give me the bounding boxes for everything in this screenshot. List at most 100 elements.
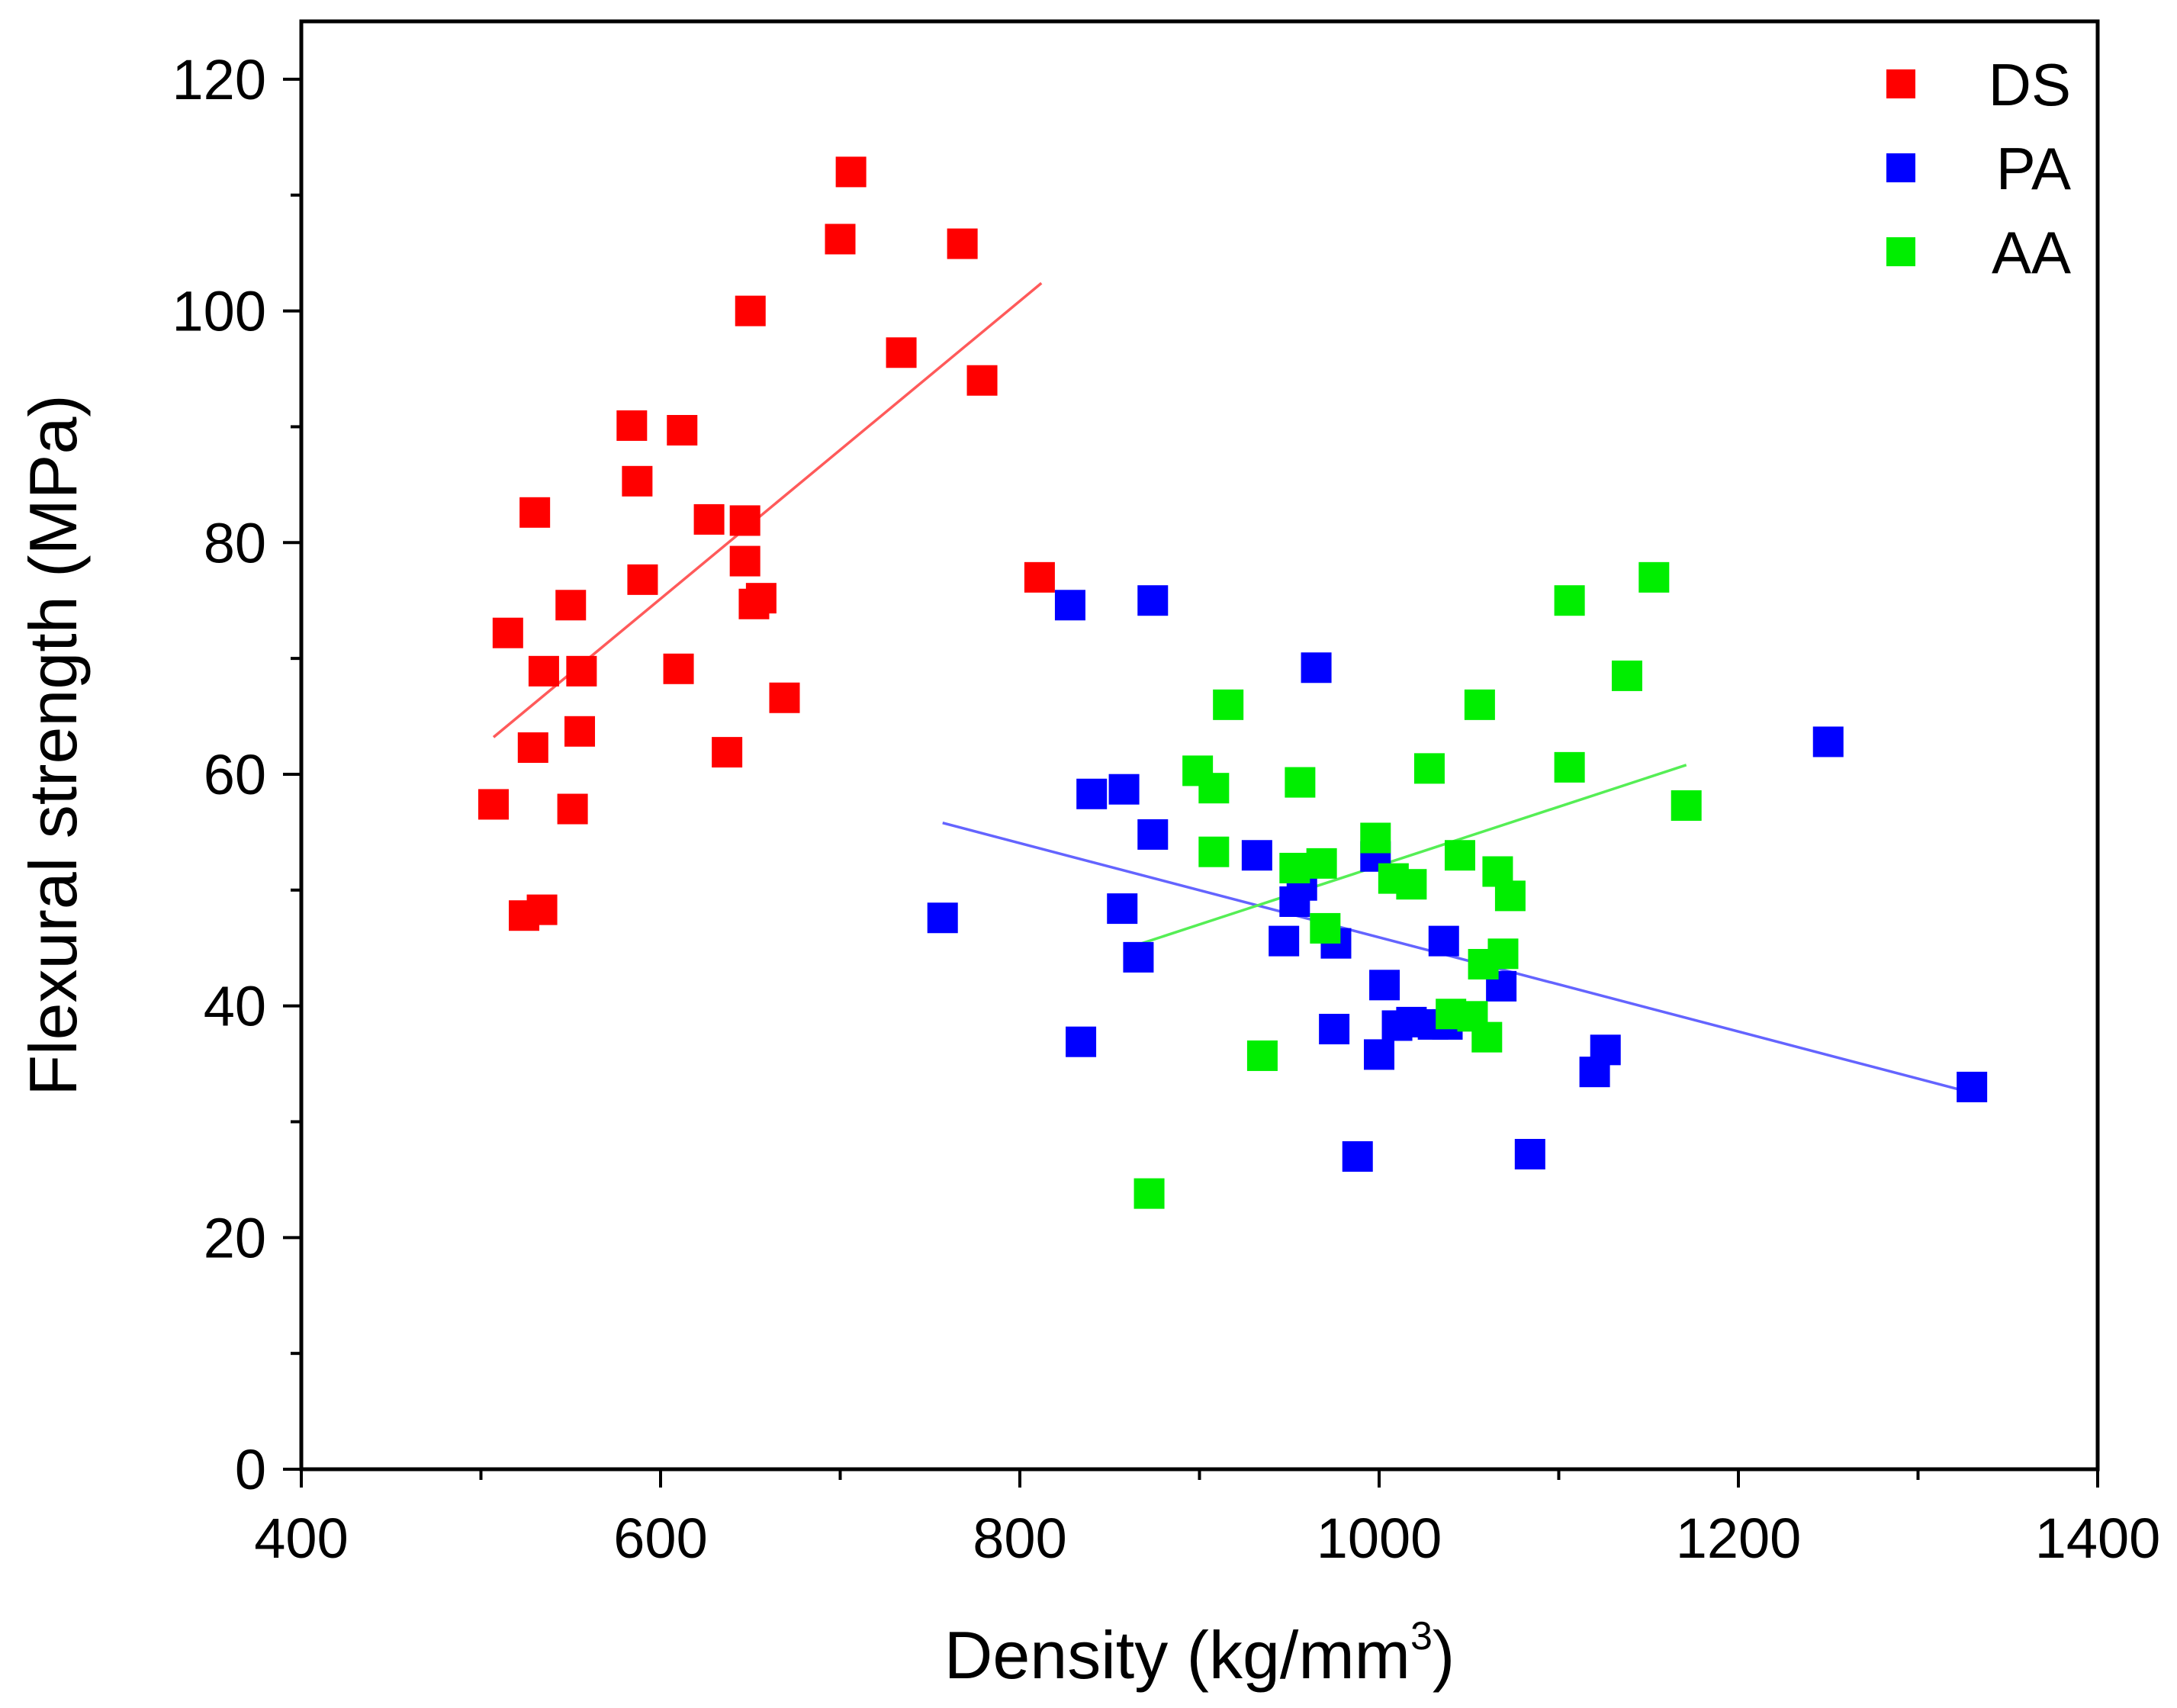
data-point-pa <box>1108 774 1140 805</box>
data-point-aa <box>1213 689 1244 720</box>
data-point-ds <box>947 228 978 259</box>
fit-line-aa <box>1127 764 1687 950</box>
data-point-ds <box>729 545 761 577</box>
plot-frame <box>299 19 2100 1472</box>
legend-label-pa: PA <box>1996 135 2071 202</box>
data-point-ds <box>886 337 917 368</box>
data-point-pa <box>1137 585 1169 616</box>
data-point-ds <box>557 793 588 825</box>
data-point-ds <box>616 410 648 441</box>
data-point-ds <box>492 617 523 648</box>
data-point-ds <box>478 789 509 820</box>
y-tick-label: 100 <box>172 280 266 343</box>
tick-labels: 400 600 800 1000 1200 1400 0 20 40 60 80 100 120 <box>172 48 2161 1570</box>
data-point-pa <box>1054 590 1085 621</box>
y-tick-label: 20 <box>204 1206 266 1269</box>
data-point-aa <box>1279 852 1310 883</box>
data-point-pa <box>1123 941 1154 973</box>
data-point-aa <box>1494 880 1526 912</box>
data-point-pa <box>1241 840 1272 871</box>
data-point-pa <box>1428 925 1459 957</box>
data-point-pa <box>1590 1034 1621 1066</box>
y-tick-label: 0 <box>235 1438 266 1501</box>
data-point-ds <box>528 655 559 687</box>
data-point-ds <box>667 414 698 445</box>
data-point-aa <box>1246 1040 1278 1071</box>
data-point-ds <box>526 894 558 925</box>
data-point-aa <box>1198 836 1230 867</box>
data-point-ds <box>735 295 766 326</box>
x-tick-label: 400 <box>254 1507 348 1570</box>
x-tick-label: 1200 <box>1676 1507 1802 1570</box>
data-point-pa <box>1364 1039 1394 1070</box>
data-point-aa <box>1554 751 1585 783</box>
data-point-aa <box>1671 790 1702 821</box>
data-point-pa <box>1369 970 1400 1001</box>
data-point-aa <box>1396 869 1427 900</box>
x-tick-label: 1400 <box>2035 1507 2161 1570</box>
x-axis-label-end: ) <box>1433 1617 1455 1693</box>
data-point-ds <box>1024 561 1055 593</box>
legend-label-ds: DS <box>1989 51 2071 118</box>
data-point-ds <box>966 365 998 396</box>
data-point-pa <box>1342 1141 1373 1172</box>
data-point-pa <box>1812 726 1844 758</box>
legend-label-aa: AA <box>1992 219 2071 286</box>
y-tick-label: 80 <box>204 511 266 574</box>
data-point-ds <box>693 503 725 535</box>
data-point-aa <box>1360 822 1391 854</box>
data-point-aa <box>1611 660 1642 691</box>
data-point-aa <box>1198 773 1230 804</box>
data-point-ds <box>825 224 856 255</box>
data-point-ds <box>729 505 761 536</box>
data-point-aa <box>1444 840 1475 871</box>
legend: DS PA AA <box>1886 51 2071 286</box>
legend-marker-ds <box>1886 69 1915 98</box>
regression-lines <box>492 281 1973 1095</box>
x-axis-label: Density (kg/mm3) <box>944 1614 1455 1693</box>
data-point-aa <box>1554 585 1585 616</box>
data-point-pa <box>1514 1138 1545 1169</box>
data-point-aa <box>1464 689 1495 720</box>
y-axis-label: Flexural strength (MPa) <box>15 394 91 1095</box>
data-point-pa <box>1076 778 1108 809</box>
data-point-pa <box>1957 1071 1988 1102</box>
data-point-aa <box>1638 561 1670 593</box>
data-point-ds <box>519 497 551 528</box>
legend-marker-aa <box>1886 237 1915 266</box>
y-tick-label: 60 <box>204 743 266 806</box>
data-point-pa <box>1301 652 1332 684</box>
data-point-pa <box>1066 1026 1097 1057</box>
data-point-aa <box>1306 848 1337 879</box>
data-point-pa <box>927 902 958 934</box>
legend-marker-pa <box>1886 153 1915 182</box>
x-axis-label-text: Density (kg/mm <box>944 1617 1410 1693</box>
data-points <box>478 156 1988 1209</box>
x-tick-label: 600 <box>613 1507 707 1570</box>
data-point-ds <box>566 655 597 687</box>
x-axis-label-superscript: 3 <box>1410 1614 1433 1658</box>
y-tick-label: 120 <box>172 48 266 111</box>
data-point-ds <box>769 682 800 713</box>
data-point-ds <box>622 465 653 497</box>
data-point-ds <box>663 653 694 684</box>
data-point-aa <box>1285 767 1316 798</box>
data-point-ds <box>712 737 743 768</box>
data-point-aa <box>1310 912 1341 944</box>
data-point-ds <box>745 583 777 614</box>
data-point-ds <box>517 732 548 764</box>
data-point-ds <box>555 590 587 621</box>
x-tick-label: 1000 <box>1317 1507 1442 1570</box>
data-point-pa <box>1319 1014 1350 1045</box>
data-point-aa <box>1413 753 1445 784</box>
data-point-ds <box>564 716 596 747</box>
data-point-pa <box>1107 893 1138 925</box>
y-tick-label: 40 <box>204 975 266 1038</box>
x-tick-label: 800 <box>973 1507 1066 1570</box>
data-point-pa <box>1137 819 1169 850</box>
data-point-aa <box>1134 1178 1165 1209</box>
data-point-aa <box>1471 1021 1503 1053</box>
data-point-ds <box>835 156 867 188</box>
data-point-ds <box>627 564 658 595</box>
